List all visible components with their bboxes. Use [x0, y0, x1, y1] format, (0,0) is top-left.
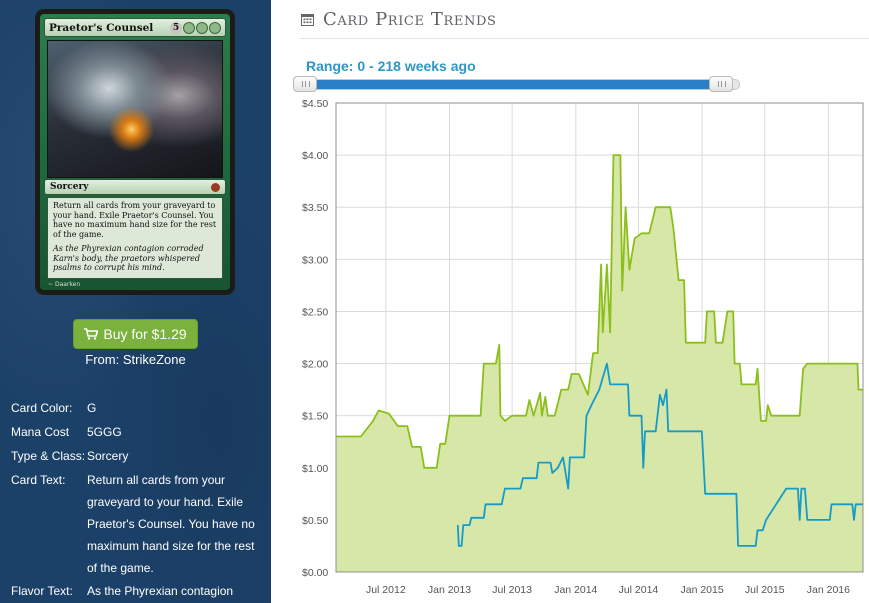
detail-row-card-text: Card Text: Return all cards from your gr…: [11, 468, 267, 579]
title-divider: [300, 38, 869, 39]
card-mana-cost: 5: [170, 21, 221, 34]
detail-value: As the Phyrexian contagion: [87, 584, 234, 598]
x-tick-label: Jul 2013: [492, 584, 532, 596]
y-tick-label: $2.00: [302, 359, 328, 371]
card-type-line: Sorcery: [50, 182, 89, 192]
x-tick-label: Jan 2016: [807, 584, 850, 596]
card-artwork: [47, 40, 223, 178]
buy-button-label: Buy for $1.29: [103, 326, 187, 342]
x-tick-label: Jan 2015: [680, 584, 723, 596]
series-line-0: [336, 154, 863, 469]
series-line-1: [456, 362, 863, 547]
detail-label: Card Color:: [11, 401, 73, 415]
card-text-box: Return all cards from your graveyard to …: [47, 197, 223, 279]
price-chart: $0.00 $0.50 $1.00 $1.50 $2.00 $2.50 $3.00 $3.50…: [300, 100, 869, 603]
x-tick-label: Jul 2012: [366, 584, 406, 596]
y-tick-label: $4.00: [302, 150, 328, 162]
detail-row-mana-cost: Mana Cost 5GGG: [11, 420, 267, 444]
plot-frame: [335, 102, 864, 573]
green-mana-icon: [209, 21, 221, 34]
y-tick-label: $3.50: [302, 202, 328, 214]
y-tick-label: $1.50: [302, 411, 328, 423]
range-label: Range: 0 - 218 weeks ago: [306, 58, 476, 74]
set-symbol-icon: [211, 182, 220, 192]
detail-row-color: Card Color: G: [11, 396, 267, 420]
detail-label: Card Text:: [11, 473, 66, 487]
x-tick-label: Jul 2015: [745, 584, 785, 596]
buy-vendor: From: StrikeZone: [85, 352, 186, 367]
card-artist-name: Daarken: [54, 281, 81, 288]
y-tick-label: $0.50: [302, 515, 328, 527]
calendar-icon: [301, 14, 314, 26]
panel-title: Card Price Trends: [323, 9, 497, 30]
y-tick-label: $4.50: [302, 100, 328, 110]
detail-label: Mana Cost: [11, 425, 70, 439]
detail-label: Flavor Text:: [11, 584, 73, 598]
card-type-bar: Sorcery: [44, 179, 226, 195]
detail-row-type: Type & Class: Sorcery: [11, 444, 267, 468]
card-artist: ~ Daarken: [48, 281, 80, 288]
card-frame: Praetor's Counsel 5 Sorcery Return all c…: [40, 14, 230, 290]
card-details: Card Color: G Mana Cost 5GGG Type & Clas…: [11, 396, 267, 603]
range-slider-track[interactable]: [298, 79, 740, 90]
detail-value: Return all cards from your graveyard to …: [87, 473, 255, 575]
green-mana-icon: [183, 21, 195, 34]
x-tick-label: Jan 2014: [554, 584, 597, 596]
card-name: Praetor's Counsel: [49, 21, 154, 34]
detail-label: Type & Class:: [11, 449, 86, 463]
y-tick-label: $1.00: [302, 463, 328, 475]
generic-mana-icon: 5: [170, 21, 182, 34]
price-chart-svg: $0.00 $0.50 $1.00 $1.50 $2.00 $2.50 $3.00 $3.50…: [302, 100, 864, 596]
x-tick-label: Jan 2013: [428, 584, 471, 596]
y-tick-label: $2.50: [302, 306, 328, 318]
card-sidebar: Praetor's Counsel 5 Sorcery Return all c…: [0, 0, 271, 603]
card-flavor-text: As the Phyrexian contagion corroded Karn…: [53, 244, 204, 272]
buy-button[interactable]: Buy for $1.29: [73, 319, 198, 349]
shopping-cart-icon: [84, 328, 99, 340]
series-area-0: [336, 155, 863, 572]
detail-row-flavor-text: Flavor Text: As the Phyrexian contagion: [11, 579, 267, 603]
card-image[interactable]: Praetor's Counsel 5 Sorcery Return all c…: [35, 9, 235, 295]
y-tick-label: $3.00: [302, 254, 328, 266]
green-mana-icon: [196, 21, 208, 34]
range-slider-handle-end[interactable]: [709, 76, 734, 92]
card-name-bar: Praetor's Counsel 5: [44, 18, 226, 37]
panel-header: Card Price Trends: [301, 9, 496, 30]
card-rules-text: Return all cards from your graveyard to …: [53, 201, 217, 239]
range-slider-fill: [299, 80, 722, 89]
x-tick-label: Jul 2014: [619, 584, 659, 596]
brush-icon: ~: [48, 281, 54, 288]
y-tick-label: $0.00: [302, 567, 328, 579]
detail-value: 5GGG: [87, 425, 122, 439]
detail-value: G: [87, 401, 97, 415]
detail-value: Sorcery: [87, 449, 129, 463]
range-slider-handle-start[interactable]: [293, 76, 317, 92]
